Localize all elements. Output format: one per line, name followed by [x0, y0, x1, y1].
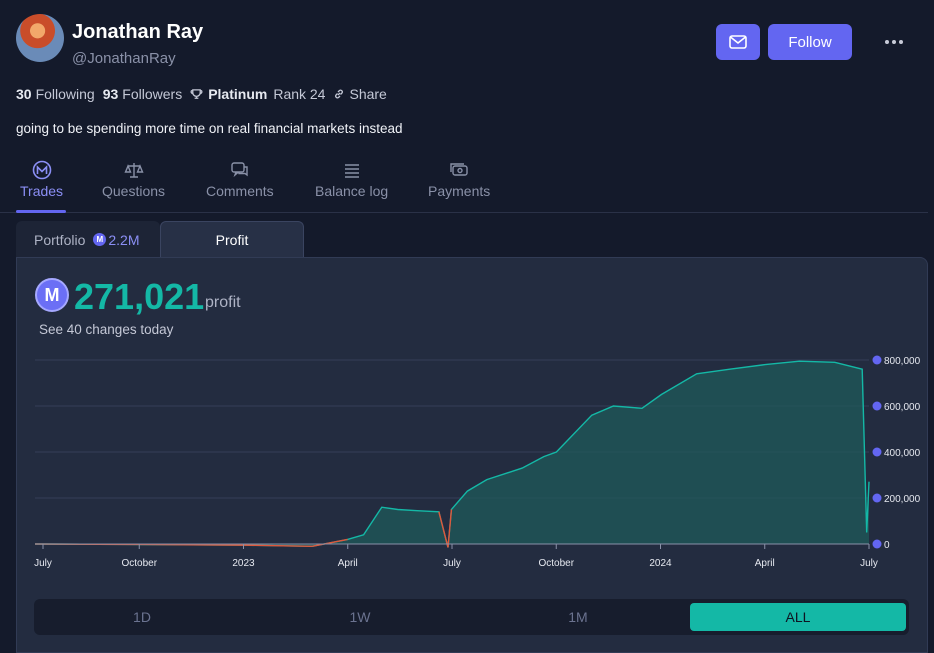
x-tick-label: 2024 — [649, 558, 672, 569]
tab-balance-log[interactable]: Balance log — [315, 160, 388, 199]
subtab-label: Profit — [215, 232, 249, 248]
cash-icon — [450, 163, 468, 176]
league-tier: Platinum — [208, 86, 268, 102]
negative-segment — [438, 511, 449, 548]
profile-stats: 30 Following 93 Followers Platinum Rank … — [16, 86, 395, 102]
link-icon — [335, 89, 344, 99]
more-options-icon[interactable] — [880, 30, 908, 54]
y-tick-mana-icon — [872, 401, 882, 411]
following-label: Following — [35, 86, 95, 102]
tab-payments[interactable]: Payments — [428, 160, 490, 199]
range-all-button[interactable]: ALL — [690, 603, 906, 631]
profile-bio: going to be spending more time on real f… — [16, 121, 403, 136]
profit-area — [35, 361, 869, 548]
chat-icon — [231, 162, 248, 178]
following-link[interactable]: 30 Following — [16, 86, 95, 102]
share-link[interactable]: Share — [333, 86, 387, 102]
mana-icon: M — [93, 233, 107, 246]
avatar[interactable] — [16, 14, 64, 62]
x-tick-label: July — [34, 558, 52, 569]
profit-panel: M 271,021 profit See 40 changes today 80… — [16, 257, 928, 653]
y-tick-label: 200,000 — [884, 494, 921, 505]
negative-segment — [139, 543, 245, 546]
tab-label: Comments — [206, 183, 274, 199]
y-tick-mana-icon — [872, 355, 882, 365]
y-tick-mana-icon — [872, 539, 882, 549]
profit-value: 271,021 — [74, 276, 205, 317]
profile-tabs: Trades Questions Comments Balance log Pa… — [0, 160, 928, 213]
negative-segment — [312, 538, 348, 547]
negative-segment — [447, 509, 453, 548]
subtab-label: Portfolio — [34, 231, 86, 248]
y-tick-label: 600,000 — [884, 402, 921, 413]
subtab-profit[interactable]: Profit — [160, 221, 304, 258]
mail-icon — [729, 35, 747, 49]
league-rank: Rank 24 — [273, 86, 326, 102]
follow-button[interactable]: Follow — [768, 24, 852, 60]
mana-icon: M — [35, 278, 69, 312]
tab-questions[interactable]: Questions — [102, 160, 165, 199]
followers-label: Followers — [122, 86, 183, 102]
followers-count: 93 — [102, 86, 119, 102]
share-label: Share — [349, 86, 387, 102]
negative-segment — [244, 544, 313, 547]
trophy-icon — [190, 88, 203, 99]
x-tick-label: October — [121, 558, 157, 569]
range-1d-button[interactable]: 1D — [133, 609, 151, 625]
profile-handle: @JonathanRay — [72, 50, 176, 67]
x-tick-label: April — [755, 558, 775, 569]
portfolio-value: 2.2M — [108, 231, 140, 248]
tab-label: Payments — [428, 183, 491, 199]
range-1m-button[interactable]: 1M — [568, 609, 588, 625]
following-count: 30 — [16, 86, 32, 102]
tab-label: Trades — [20, 183, 64, 199]
message-button[interactable] — [716, 24, 760, 60]
time-range-selector: 1D 1W 1M ALL — [34, 599, 909, 635]
y-tick-label: 0 — [884, 540, 890, 551]
subtab-portfolio[interactable]: Portfolio M 2.2M — [16, 221, 160, 258]
profit-chart[interactable]: 800,000 600,000 400,000 200,000 0 July October… — [17, 338, 927, 578]
x-tick-label: October — [538, 558, 574, 569]
league-badge[interactable]: Platinum Rank 24 — [190, 86, 325, 102]
changes-link[interactable]: See 40 changes today — [39, 322, 174, 337]
tab-comments[interactable]: Comments — [206, 160, 274, 199]
range-1w-button[interactable]: 1W — [349, 609, 371, 625]
y-tick-label: 400,000 — [884, 448, 921, 459]
y-tick-label: 800,000 — [884, 356, 921, 367]
list-icon — [344, 164, 359, 178]
y-tick-mana-icon — [872, 447, 882, 457]
tab-label: Balance log — [315, 183, 389, 199]
profile-name: Jonathan Ray — [72, 21, 204, 43]
x-tick-label: July — [860, 558, 878, 569]
tab-label: Questions — [102, 183, 166, 199]
x-tick-label: July — [443, 558, 461, 569]
followers-link[interactable]: 93 Followers — [103, 86, 182, 102]
x-tick-label: 2023 — [232, 558, 255, 569]
y-tick-mana-icon — [872, 493, 882, 503]
scale-icon — [123, 163, 144, 178]
mana-icon — [32, 160, 51, 180]
profit-line — [34, 360, 870, 548]
profit-label: profit — [205, 294, 241, 311]
x-tick-label: April — [338, 558, 358, 569]
tab-trades[interactable]: Trades — [20, 160, 63, 199]
active-tab-indicator — [16, 210, 66, 213]
